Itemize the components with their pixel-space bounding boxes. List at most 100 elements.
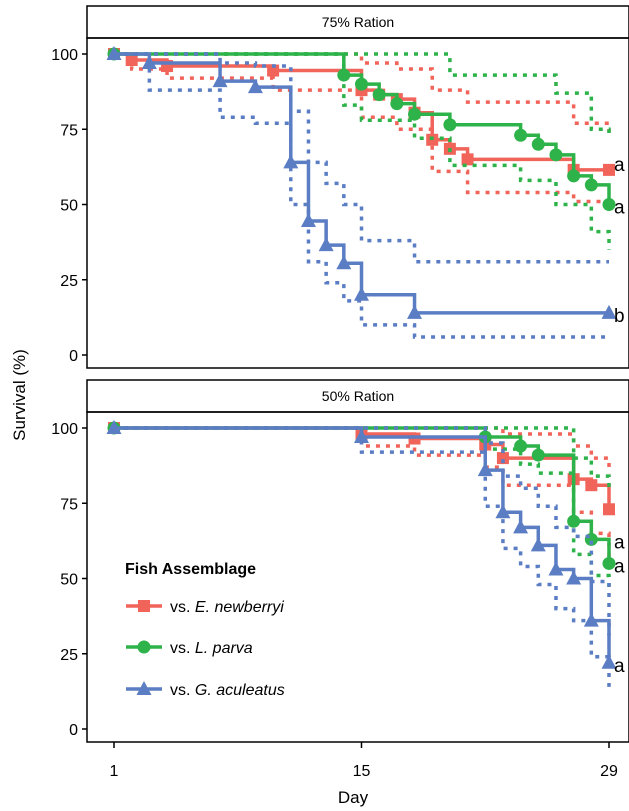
data-point xyxy=(461,153,474,166)
data-point xyxy=(247,79,263,94)
y-tick-label: 100 xyxy=(51,421,78,438)
legend-entry: vs. L. parva xyxy=(126,640,253,657)
y-tick-label: 75 xyxy=(60,122,78,139)
significance-letter: a xyxy=(614,198,625,219)
data-point xyxy=(106,46,122,60)
panel-frame xyxy=(86,411,629,743)
data-point xyxy=(337,68,351,82)
data-point xyxy=(566,570,582,585)
panel-strip xyxy=(86,5,629,39)
x-tick-label: 15 xyxy=(353,763,371,780)
x-tick-label: 29 xyxy=(600,763,618,780)
legend-marker xyxy=(136,681,152,695)
panel-50-ration: 50% Ration aaa xyxy=(86,379,629,743)
significance-letter: a xyxy=(614,155,625,176)
data-point xyxy=(583,612,599,627)
data-point xyxy=(408,107,422,121)
significance-letter: a xyxy=(614,656,625,677)
ci-lower-line xyxy=(114,52,611,250)
panel-strip xyxy=(86,379,629,413)
data-point xyxy=(300,213,316,228)
legend-marker xyxy=(137,640,151,654)
data-point xyxy=(212,73,228,88)
series-vs--g--aculeatus xyxy=(106,420,617,687)
data-point xyxy=(355,77,368,91)
panel-title: 75% Ration xyxy=(322,14,394,30)
data-point xyxy=(267,64,280,77)
data-point xyxy=(549,148,563,162)
data-point xyxy=(531,448,545,462)
x-tick-label: 1 xyxy=(110,763,119,780)
data-point xyxy=(548,561,564,576)
legend-entry: vs. G. aculeatus xyxy=(126,681,285,699)
ci-lower-line xyxy=(114,426,611,687)
panel-frame xyxy=(86,37,629,369)
data-point xyxy=(336,255,352,270)
data-point xyxy=(601,304,617,319)
data-point xyxy=(443,118,457,132)
data-point xyxy=(513,519,529,534)
survival-line xyxy=(114,426,611,564)
data-point xyxy=(514,128,528,142)
survival-line xyxy=(114,426,611,663)
data-point xyxy=(125,54,138,67)
data-point xyxy=(390,97,404,111)
ci-upper-line xyxy=(114,52,611,139)
y-tick-label: 0 xyxy=(69,722,78,739)
plot-area: aaa xyxy=(106,420,625,687)
plot-area: a a b xyxy=(106,46,625,339)
data-point xyxy=(602,198,616,211)
data-point xyxy=(567,514,581,528)
significance-letter: b xyxy=(614,306,625,327)
data-point xyxy=(585,479,598,492)
data-point xyxy=(354,286,369,301)
survival-line xyxy=(114,52,609,172)
data-point xyxy=(530,537,546,552)
significance-letter: a xyxy=(614,556,625,577)
data-point xyxy=(603,503,615,516)
legend-label: vs. E. newberryi xyxy=(170,599,284,616)
data-point xyxy=(603,163,615,176)
data-point xyxy=(602,556,616,570)
axes: 0 25 50 75 100 0 25 50 75 100 1 15 29 xyxy=(51,47,618,780)
legend-label: vs. G. aculeatus xyxy=(170,682,285,699)
ci-lower-line xyxy=(114,426,611,564)
data-point xyxy=(496,452,509,465)
data-point xyxy=(318,237,334,252)
y-tick-label: 25 xyxy=(60,273,78,290)
legend-entry: vs. E. newberryi xyxy=(126,599,284,616)
y-tick-label: 0 xyxy=(69,348,78,365)
data-point xyxy=(372,88,386,102)
legend-entries: vs. E. newberryi vs. L. parva vs. G. acule… xyxy=(126,599,285,699)
y-tick-label: 50 xyxy=(60,572,78,589)
series-vs--l--parva xyxy=(107,47,616,250)
legend: Fish Assemblage vs. E. newberryi vs. L. p… xyxy=(125,561,285,699)
data-point xyxy=(584,178,598,192)
panel-75-ration: 75% Ration a a b xyxy=(86,5,629,369)
data-point xyxy=(283,154,299,169)
legend-marker xyxy=(138,600,150,612)
data-point xyxy=(354,429,369,444)
series-vs--g--aculeatus xyxy=(106,46,617,339)
y-tick-label: 25 xyxy=(60,647,78,664)
data-point xyxy=(407,304,423,319)
ci-lower-line xyxy=(114,52,609,339)
significance-letter: a xyxy=(614,532,625,553)
data-point xyxy=(514,439,528,453)
legend-title: Fish Assemblage xyxy=(125,561,256,578)
y-tick-label: 75 xyxy=(60,496,78,513)
x-axis-title: Day xyxy=(338,788,369,807)
panel-title: 50% Ration xyxy=(322,388,394,404)
data-point xyxy=(495,504,511,519)
y-axis-title: Survival (%) xyxy=(10,349,29,441)
data-point xyxy=(531,137,545,151)
data-point xyxy=(477,462,493,477)
y-tick-label: 50 xyxy=(60,198,78,215)
data-point xyxy=(141,55,157,70)
legend-label: vs. L. parva xyxy=(170,640,253,657)
y-tick-label: 100 xyxy=(51,47,78,64)
data-point xyxy=(567,169,581,183)
data-point xyxy=(601,654,617,669)
data-point xyxy=(106,420,122,434)
